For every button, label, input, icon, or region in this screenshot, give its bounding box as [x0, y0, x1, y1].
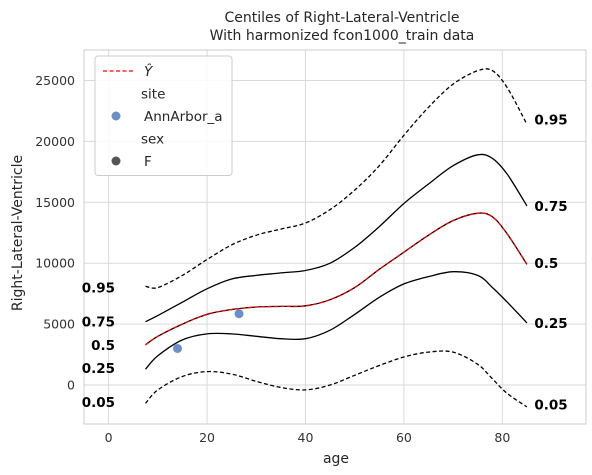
- centile-label-right: 0.95: [534, 112, 567, 128]
- y-tick-label: 5000: [43, 317, 75, 332]
- data-points: [173, 309, 244, 353]
- centile-line-0-25: [146, 272, 527, 370]
- centile-line-0-05: [146, 351, 527, 407]
- y-tick-label: 0: [67, 378, 75, 393]
- prediction-line: [146, 213, 527, 345]
- y-axis-ticks: 0 5000 10000 15000 20000 25000: [35, 73, 75, 393]
- y-tick-label: 25000: [35, 73, 75, 88]
- legend-marker-swatch: [112, 157, 121, 166]
- legend-marker-swatch: [112, 112, 121, 121]
- legend-entry: sex: [141, 132, 164, 148]
- x-tick-label: 0: [105, 430, 113, 445]
- centile-label-right: 0.25: [534, 316, 567, 332]
- y-axis-label: Right-Lateral-Ventricle: [10, 155, 26, 311]
- centile-label-right: 0.75: [534, 199, 567, 215]
- x-tick-label: 80: [494, 430, 510, 445]
- y-tick-label: 15000: [35, 195, 75, 210]
- centile-line-0-5: [146, 213, 527, 345]
- x-tick-label: 20: [199, 430, 215, 445]
- centile-label-right: 0.05: [534, 398, 567, 414]
- legend-entry: site: [141, 87, 165, 103]
- centile-label-left: 0.05: [82, 395, 115, 411]
- legend-entry: F: [144, 154, 152, 170]
- y-tick-label: 20000: [35, 134, 75, 149]
- centile-label-left: 0.95: [82, 281, 115, 297]
- legend-entry: AnnArbor_a: [144, 109, 223, 125]
- centile-label-left: 0.25: [82, 361, 115, 377]
- centile-label-left: 0.75: [82, 315, 115, 331]
- chart-subtitle: With harmonized fcon1000_train data: [210, 28, 475, 44]
- data-point: [235, 309, 244, 318]
- chart-title: Centiles of Right-Lateral-Ventricle: [225, 10, 460, 26]
- x-tick-label: 60: [396, 430, 412, 445]
- y-tick-label: 10000: [35, 256, 75, 271]
- x-axis-ticks: 0 20 40 60 80: [105, 430, 511, 445]
- x-tick-label: 40: [298, 430, 314, 445]
- x-axis-label: age: [323, 451, 349, 467]
- centile-label-right: 0.5: [534, 256, 558, 272]
- data-point: [173, 344, 182, 353]
- centile-label-left: 0.5: [91, 338, 115, 354]
